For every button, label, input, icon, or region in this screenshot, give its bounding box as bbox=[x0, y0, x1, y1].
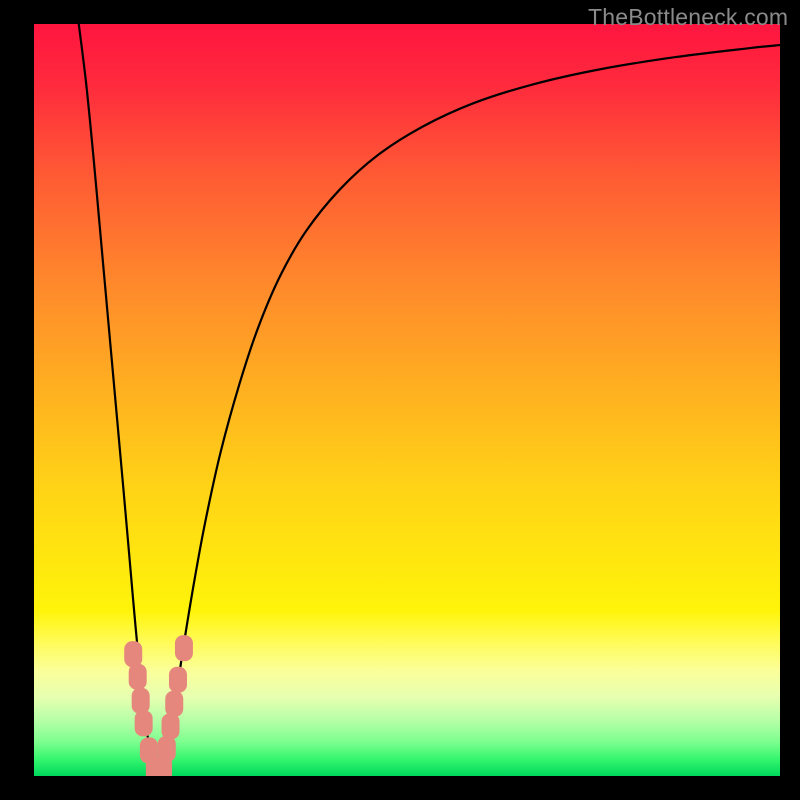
watermark-text: TheBottleneck.com bbox=[588, 4, 788, 31]
data-marker bbox=[124, 641, 142, 667]
data-marker bbox=[129, 664, 147, 690]
data-marker bbox=[165, 691, 183, 717]
bottleneck-chart bbox=[0, 0, 800, 800]
data-marker bbox=[175, 635, 193, 661]
data-marker bbox=[135, 710, 153, 736]
data-marker bbox=[169, 667, 187, 693]
data-marker bbox=[162, 713, 180, 739]
data-marker bbox=[158, 736, 176, 762]
chart-root: TheBottleneck.com bbox=[0, 0, 800, 800]
data-marker bbox=[132, 688, 150, 714]
